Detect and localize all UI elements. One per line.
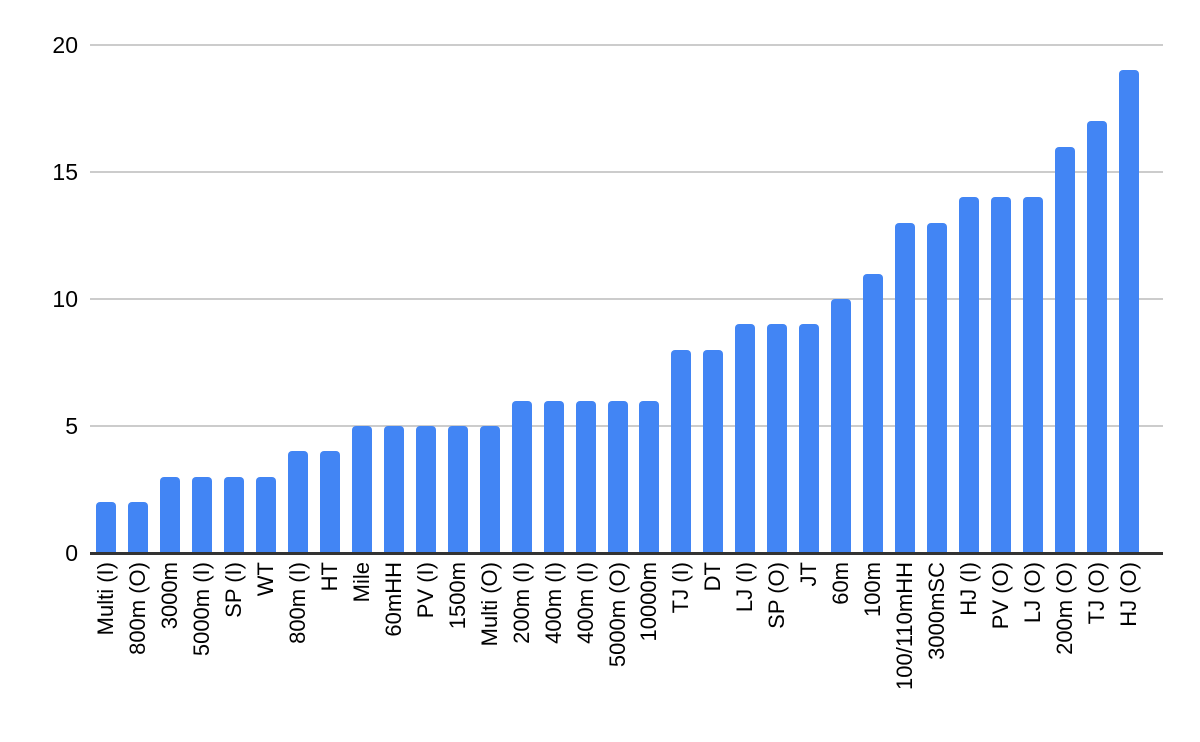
x-axis-tick-label: 1500m xyxy=(444,562,470,630)
bar-400m-i xyxy=(543,400,564,552)
y-axis-tick-label: 15 xyxy=(52,159,78,185)
bar-tj-i xyxy=(671,349,692,552)
x-axis-tick-label: HJ (O) xyxy=(1116,562,1141,627)
bar-10000m xyxy=(639,400,660,552)
bar-sp-o xyxy=(767,324,788,552)
x-axis-tick-label: 60m xyxy=(828,562,854,605)
gridline-y-20 xyxy=(90,44,1163,46)
x-axis-tick-label: TJ (O) xyxy=(1084,562,1110,625)
x-axis-tick-label: 800m (I) xyxy=(284,562,310,644)
x-axis-tick-label: LJ (O) xyxy=(1020,562,1046,624)
bar-800m-o xyxy=(127,502,148,552)
x-axis-tick-label: 800m (O) xyxy=(124,562,150,655)
bar-multi-i xyxy=(95,502,116,552)
x-axis-tick-label: 200m (I) xyxy=(508,562,534,644)
bar-800m-i xyxy=(287,451,308,552)
x-axis-tick-label: 100/110mHH xyxy=(892,562,918,690)
x-axis-tick-label: TJ (I) xyxy=(668,562,694,614)
bar-200m-o xyxy=(1055,146,1076,552)
bar-60mhh xyxy=(383,426,404,552)
x-axis-tick-label: 10000m xyxy=(636,562,662,642)
x-axis-tick-label: PV (O) xyxy=(988,562,1014,630)
bar-400m-i xyxy=(575,400,596,552)
bar-hj-o xyxy=(1119,70,1139,552)
x-axis-tick-label: 3000mSC xyxy=(924,562,950,660)
bar-hj-i xyxy=(959,197,980,552)
y-axis-tick-label: 0 xyxy=(65,540,78,566)
bar-wt xyxy=(255,476,276,552)
x-axis-tick-label: JT xyxy=(796,562,822,587)
bar-3000m xyxy=(159,476,180,552)
bar-tj-o xyxy=(1087,121,1108,552)
bar-3000msc xyxy=(927,222,948,552)
x-axis-tick-label: HT xyxy=(316,562,342,592)
bar-sp-i xyxy=(223,476,244,552)
bar-dt xyxy=(703,349,724,552)
x-axis-tick-label: 60mHH xyxy=(380,562,406,637)
x-axis-tick-label: 400m (I) xyxy=(540,562,566,644)
bar-5000m-o xyxy=(607,400,628,552)
bar-200m-i xyxy=(511,400,532,552)
bar-100-110mhh xyxy=(895,222,916,552)
x-axis-tick-label: 100m xyxy=(860,562,886,618)
x-axis-tick-label: SP (O) xyxy=(764,562,790,629)
bar-ht xyxy=(319,451,340,552)
x-axis-tick-label: Multi (I) xyxy=(92,562,118,636)
x-axis-tick-label: SP (I) xyxy=(220,562,246,618)
x-axis-tick-label: HJ (I) xyxy=(956,562,982,616)
y-axis-tick-label: 20 xyxy=(52,32,78,58)
bar-jt xyxy=(799,324,820,552)
x-axis-tick-label: 400m (I) xyxy=(572,562,598,644)
x-axis-tick-label: WT xyxy=(252,562,278,597)
bar-multi-o xyxy=(479,426,500,552)
bar-1500m xyxy=(447,426,468,552)
x-axis-tick-label: 200m (O) xyxy=(1052,562,1078,655)
bar-100m xyxy=(863,273,884,552)
gridline-y-10 xyxy=(90,298,1163,300)
x-axis-tick-label: Mile xyxy=(348,562,374,603)
x-axis-tick-label: 3000m xyxy=(156,562,182,630)
bar-lj-o xyxy=(1023,197,1044,552)
x-axis-tick-label: 5000m (I) xyxy=(188,562,214,657)
bar-lj-i xyxy=(735,324,756,552)
bar-pv-o xyxy=(991,197,1012,552)
y-axis-tick-label: 5 xyxy=(65,413,78,439)
x-axis-tick-label: LJ (I) xyxy=(732,562,758,613)
x-axis-tick-label: PV (I) xyxy=(412,562,438,619)
gridline-y-15 xyxy=(90,171,1163,173)
x-axis-line xyxy=(90,552,1163,555)
x-axis-tick-label: 5000m (O) xyxy=(604,562,630,668)
y-axis-tick-label: 10 xyxy=(52,286,78,312)
bar-mile xyxy=(351,426,372,552)
bar-pv-i xyxy=(415,426,436,552)
x-axis-tick-label: Multi (O) xyxy=(476,562,502,647)
bar-5000m-i xyxy=(191,476,212,552)
x-axis-tick-label: DT xyxy=(700,562,726,592)
bar-60m xyxy=(831,299,852,552)
